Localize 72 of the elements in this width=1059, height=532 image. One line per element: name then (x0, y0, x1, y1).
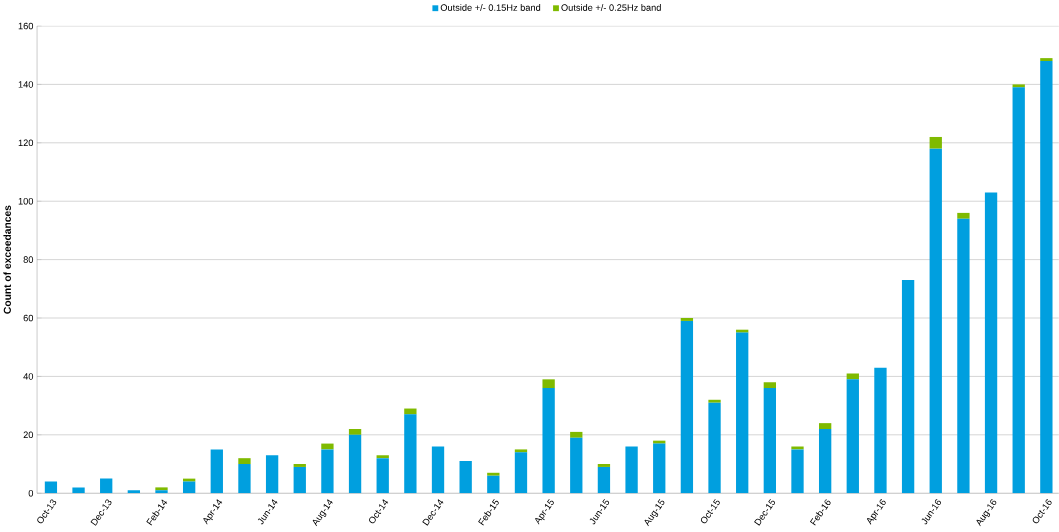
bar (625, 446, 638, 494)
y-tick-label: 140 (18, 81, 34, 88)
bar (763, 382, 776, 388)
bar (1012, 84, 1025, 88)
bar (874, 367, 887, 494)
bar (929, 136, 942, 149)
bar (570, 431, 583, 438)
y-tick-label: 160 (18, 22, 34, 30)
bar (459, 460, 472, 494)
bar (44, 481, 58, 494)
bar (846, 373, 859, 380)
bar (404, 414, 417, 494)
y-tick-label: 100 (18, 197, 34, 205)
bar (570, 437, 583, 494)
bar (901, 279, 915, 494)
bar (708, 402, 721, 494)
y-tick-label: 120 (18, 139, 34, 146)
bar (376, 455, 389, 459)
bar (791, 449, 804, 494)
bar (431, 446, 445, 494)
bar (404, 408, 417, 415)
legend-label: Outside +/- 0.25Hz band (561, 3, 661, 11)
bar (1040, 60, 1053, 494)
bar (818, 428, 832, 494)
bar (293, 463, 306, 467)
bar (321, 443, 334, 450)
bar (542, 387, 555, 494)
bar (791, 446, 804, 450)
bar (597, 463, 611, 467)
y-tick-label: 60 (23, 314, 34, 322)
bar (514, 449, 528, 453)
bar (376, 458, 389, 494)
bar (487, 472, 500, 476)
bar (127, 490, 141, 494)
bar (72, 487, 85, 494)
bar (1040, 58, 1053, 61)
bar (210, 449, 223, 494)
bar (929, 148, 942, 494)
bar (763, 387, 776, 494)
bar (182, 478, 196, 482)
y-axis-title: Count of exceedances (3, 205, 11, 314)
bar (957, 212, 970, 219)
bar (348, 434, 362, 494)
bar (736, 332, 749, 494)
bar (680, 317, 694, 321)
bar (957, 218, 970, 494)
bar (182, 481, 196, 494)
bar (680, 320, 694, 494)
bar (736, 329, 749, 333)
bar (348, 428, 362, 435)
bar (597, 466, 611, 494)
bar (238, 458, 251, 464)
bar (708, 399, 721, 403)
bar (487, 475, 500, 494)
y-tick-label: 20 (23, 431, 34, 438)
bar (293, 466, 306, 494)
bar (238, 463, 251, 494)
bar (1012, 87, 1025, 494)
bar (846, 379, 859, 494)
y-tick-label: 0 (28, 489, 34, 497)
bar (514, 452, 528, 494)
bar (984, 192, 998, 494)
legend-label: Outside +/- 0.15Hz band (440, 3, 541, 11)
bar (542, 379, 555, 388)
y-tick-label: 40 (23, 373, 34, 380)
bar (653, 440, 666, 444)
bar (265, 455, 279, 494)
bar (100, 478, 113, 494)
bar (321, 449, 334, 494)
bar (818, 423, 832, 429)
bar (653, 443, 666, 494)
y-tick-label: 80 (23, 256, 34, 263)
